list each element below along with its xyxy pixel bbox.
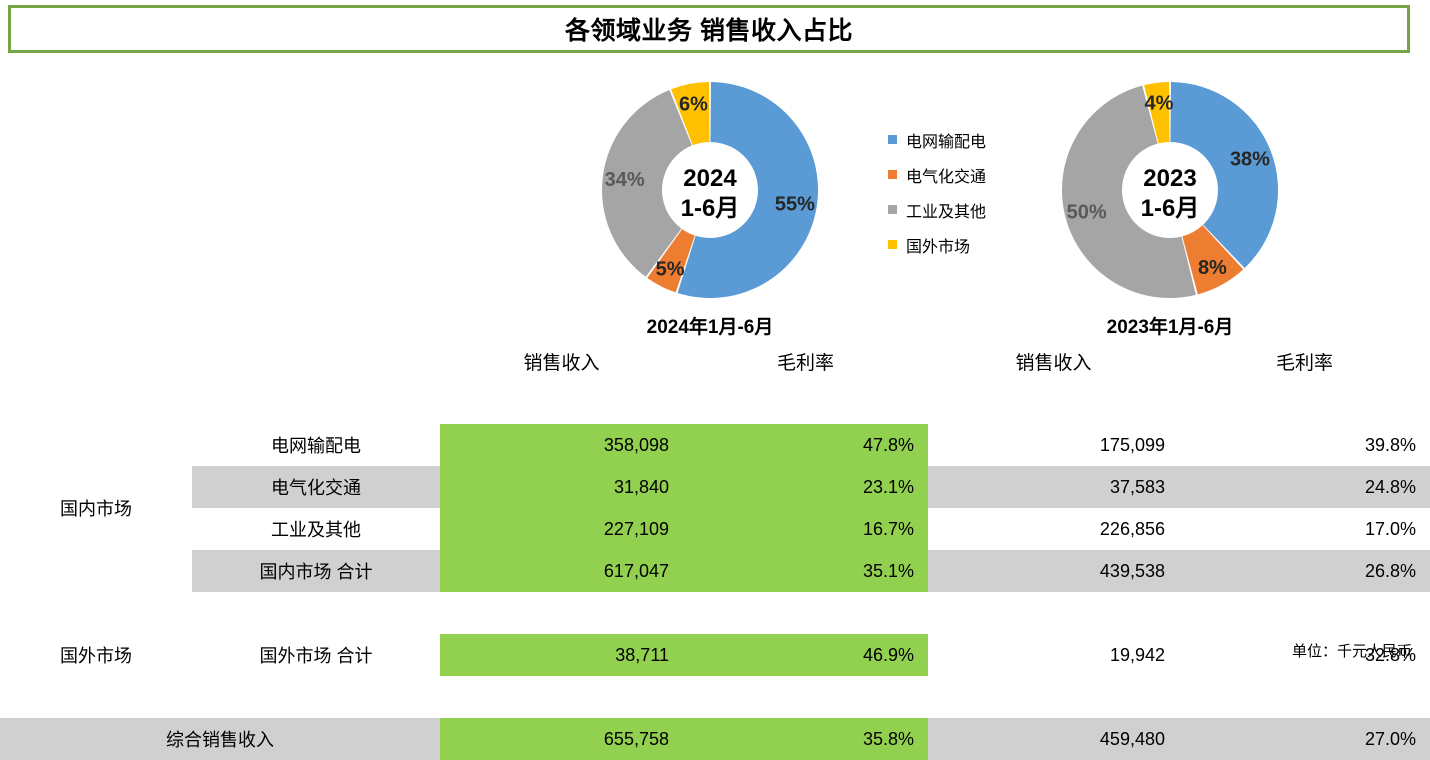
row-5-b1: 459,480 [928,718,1179,760]
donut-slice-label-0: 55% [775,193,815,215]
row-3-b1: 439,538 [928,550,1179,592]
legend-swatch-icon-2 [888,205,897,214]
row-2-a2: 16.7% [683,508,928,550]
donut-slice-label-3: 6% [679,94,708,116]
legend-label-1: 电气化交通 [906,168,987,186]
donut-chart-2023: 38% 8% 50% 4% 2023 1-6月 2023年1月-6月 [1050,80,1290,339]
donut-slice-0 [677,82,818,299]
donut-slice-1 [1182,225,1244,295]
row-3-a2: 35.1% [683,550,928,592]
row-2-b1: 226,856 [928,508,1179,550]
row-3-a1: 617,047 [440,550,683,592]
row-0-a2: 47.8% [683,424,928,466]
donut-slice-label-2: 34% [605,169,645,191]
donut-chart-2024: 55% 5% 34% 6% 2024 1-6月 2024年1月-6月 [590,80,830,339]
legend-label-3: 国外市场 [906,238,971,256]
donut-slice-label-1: 8% [1198,257,1227,279]
header-spacer-2 [192,340,440,382]
row-1-a2: 23.1% [683,466,928,508]
legend-item-3: 国外市场 [888,227,986,262]
table-row: 国内市场 合计 617,047 35.1% 439,538 26.8% [0,550,1430,592]
table-rule-top [0,382,1430,424]
row-4-a1: 38,711 [440,634,683,676]
table-row: 工业及其他 227,109 16.7% 226,856 17.0% [0,508,1430,550]
table-row: 综合销售收入 655,758 35.8% 459,480 27.0% [0,718,1430,760]
row-2-a1: 227,109 [440,508,683,550]
row-0-b1: 175,099 [928,424,1179,466]
donut-caption-2024: 2024年1月-6月 [646,317,774,338]
row-label-5: 综合销售收入 [0,718,440,760]
row-0-a1: 358,098 [440,424,683,466]
donut-slice-2 [1061,85,1196,299]
row-label-0: 电网输配电 [192,424,440,466]
unit-note: 单位：千元人民币 [1291,643,1412,660]
donut-slice-3 [1144,82,1170,144]
row-4-a2: 46.9% [683,634,928,676]
row-0-b2: 39.8% [1179,424,1430,466]
legend-swatch-icon-3 [888,240,897,249]
table-header-row: 销售收入 毛利率 销售收入 毛利率 [0,340,1430,382]
table-rule-mid-2 [0,676,1430,718]
table-rule-mid-1 [0,592,1430,634]
legend-label-0: 电网输配电 [906,133,987,151]
donut-caption-2023: 2023年1月-6月 [1106,317,1234,338]
row-4-b1: 19,942 [928,634,1179,676]
row-label-1: 电气化交通 [192,466,440,508]
table-row: 国内市场 电网输配电 358,098 47.8% 175,099 39.8% [0,424,1430,519]
header-a2: 毛利率 [776,352,834,374]
row-2-b2: 17.0% [1179,508,1430,550]
legend-swatch-icon-0 [888,135,897,144]
header-b1: 销售收入 [1015,352,1092,374]
legend-item-2: 工业及其他 [888,192,986,227]
donut-center-line1: 2023 [1143,165,1196,192]
table-row: 电气化交通 31,840 23.1% 37,583 24.8% [0,466,1430,508]
donut-slice-label-2: 50% [1067,201,1107,223]
row-label-4: 国外市场 合计 [192,634,440,676]
row-label-3: 国内市场 合计 [192,550,440,592]
donut-slice-label-1: 5% [656,258,685,280]
row-5-a1: 655,758 [440,718,683,760]
donut-slice-1 [647,229,695,293]
header-b2: 毛利率 [1275,352,1333,374]
revenue-table-wrapper: 销售收入 毛利率 销售收入 毛利率 国内市场 电网输配电 358,098 47.… [0,340,1430,760]
donut-slice-3 [671,82,710,146]
row-1-a1: 31,840 [440,466,683,508]
donut-svg-2024: 55% 5% 34% 6% 2024 1-6月 [602,82,818,299]
chart-title-box: 各领域业务 销售收入占比 [8,5,1410,53]
legend-label-2: 工业及其他 [906,203,987,221]
row-3-b2: 26.8% [1179,550,1430,592]
donut-slice-0 [1170,82,1278,269]
donut-center-line1: 2024 [683,165,737,192]
table-row: 国外市场 国外市场 合计 38,711 46.9% 19,942 32.8% [0,634,1430,676]
row-1-b2: 24.8% [1179,466,1430,508]
row-label-2: 工业及其他 [192,508,440,550]
revenue-table: 销售收入 毛利率 销售收入 毛利率 国内市场 电网输配电 358,098 47.… [0,340,1430,760]
legend-item-0: 电网输配电 [888,122,986,157]
legend-swatch-icon-1 [888,170,897,179]
donut-slice-label-0: 38% [1230,148,1270,170]
donut-center-line2: 1-6月 [681,195,740,222]
page-title: 各领域业务 销售收入占比 [565,17,853,45]
group-label-domestic: 国内市场 [60,499,132,519]
row-1-b1: 37,583 [928,466,1179,508]
row-5-b2: 27.0% [1179,718,1430,760]
header-a1: 销售收入 [523,352,600,374]
donut-slice-label-3: 4% [1145,93,1174,115]
legend-item-1: 电气化交通 [888,157,986,192]
group-label-overseas: 国外市场 [0,634,192,676]
header-spacer-1 [0,340,192,382]
donut-svg-2023: 38% 8% 50% 4% 2023 1-6月 [1061,82,1278,299]
chart-legend: 电网输配电 电气化交通 工业及其他 国外市场 [888,122,986,262]
row-5-a2: 35.8% [683,718,928,760]
row-4-b2: 32.8% [1179,634,1430,676]
donut-center-line2: 1-6月 [1141,195,1200,222]
donut-slice-2 [602,89,692,277]
